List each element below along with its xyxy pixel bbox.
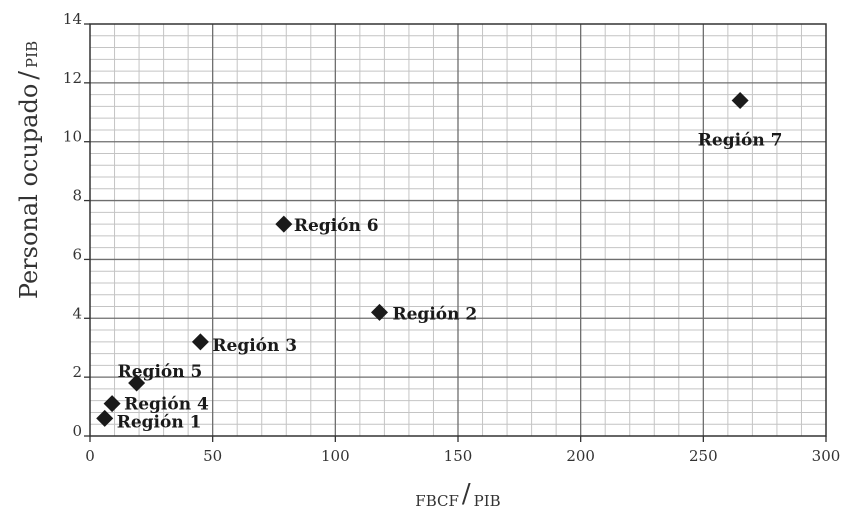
data-point-diamond [275, 215, 293, 233]
x-tick-label: 0 [85, 447, 95, 465]
data-point-diamond [96, 409, 114, 427]
data-point-diamond [731, 92, 749, 110]
data-point-diamond [370, 303, 388, 321]
y-axis-title-sub: PIB [23, 41, 41, 68]
data-point-label: Región 5 [118, 362, 203, 382]
y-tick-label: 8 [72, 187, 82, 205]
data-point-label: Región 6 [294, 216, 379, 236]
y-tick-label: 0 [72, 422, 82, 440]
y-tick-label: 12 [63, 69, 82, 87]
data-point-label: Región 2 [392, 304, 477, 324]
y-tick-label: 2 [72, 363, 82, 381]
x-tick-label: 100 [321, 447, 350, 465]
x-axis-ticks: 0 50 100 150 200 250 300 [85, 436, 840, 465]
data-point-diamond [128, 374, 146, 392]
x-axis-title: FBCF / PIB [415, 479, 500, 509]
data-point-label: Región 1 [117, 412, 202, 432]
y-tick-label: 14 [63, 10, 82, 28]
x-axis-title-main: FBCF [415, 492, 459, 509]
y-axis-title-slash: / [14, 71, 44, 80]
x-tick-label: 50 [203, 447, 222, 465]
data-point-diamond [191, 333, 209, 351]
data-point-label: Región 4 [124, 395, 209, 415]
x-tick-label: 250 [689, 447, 718, 465]
x-tick-label: 300 [812, 447, 841, 465]
y-tick-label: 10 [63, 128, 82, 146]
x-axis-title-sub: PIB [474, 492, 501, 509]
x-tick-label: 150 [444, 447, 473, 465]
x-axis-title-slash: / [462, 479, 471, 509]
x-tick-label: 200 [566, 447, 595, 465]
data-point-label: Región 3 [212, 336, 297, 356]
data-point-diamond [103, 395, 121, 413]
y-axis-title: Personal ocupado / PIB [14, 41, 44, 299]
major-grid [90, 24, 826, 436]
y-tick-label: 4 [72, 304, 82, 322]
data-point-label: Región 7 [698, 131, 783, 151]
y-tick-label: 6 [72, 245, 82, 263]
y-axis-title-main: Personal ocupado [15, 84, 43, 299]
y-axis-ticks: 0 2 4 6 8 10 12 14 [63, 10, 90, 440]
